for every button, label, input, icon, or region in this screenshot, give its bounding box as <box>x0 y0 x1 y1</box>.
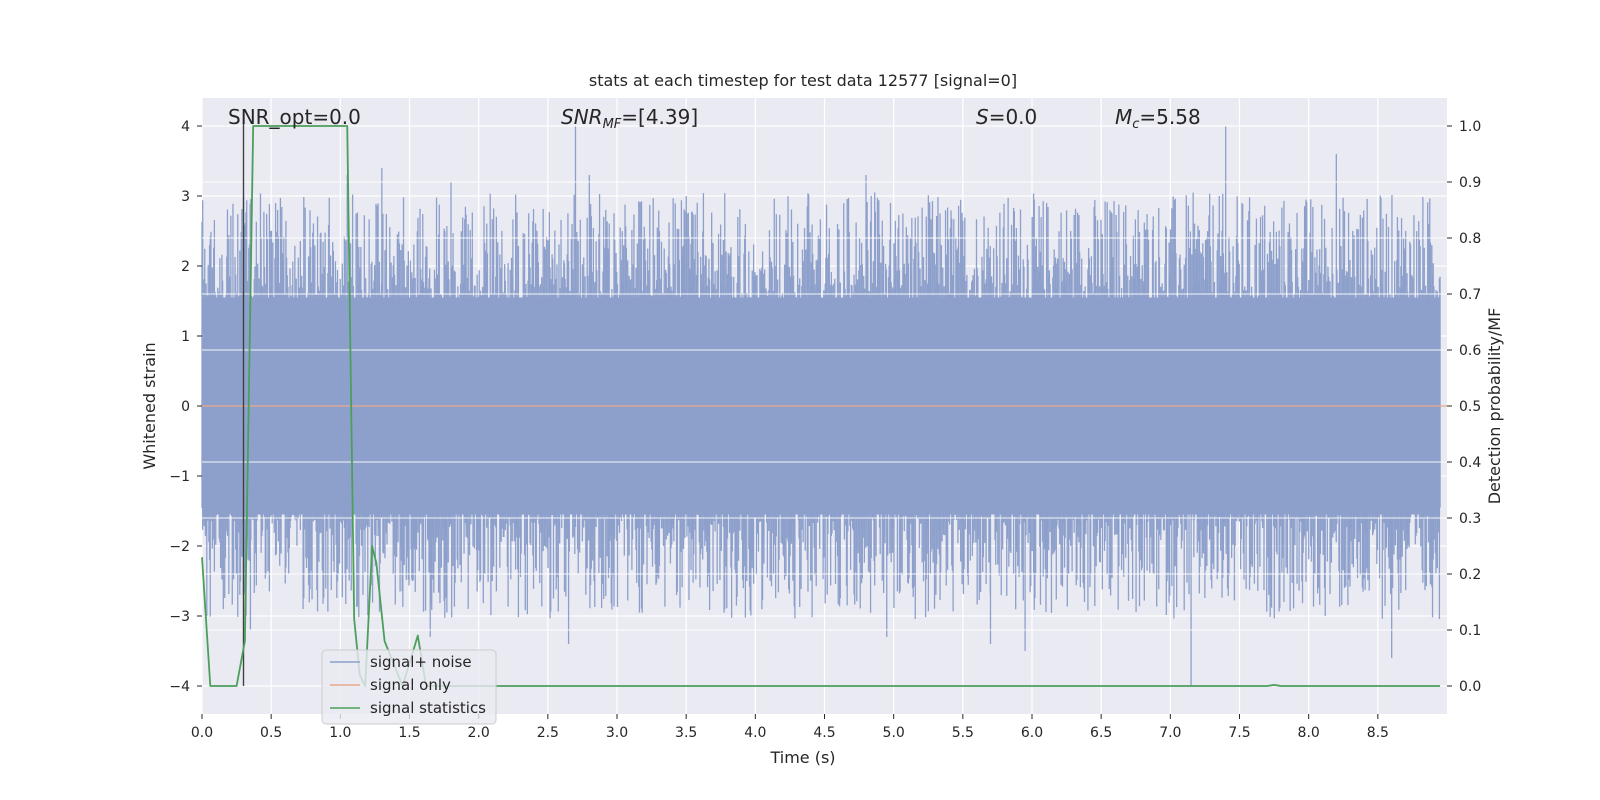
x-tick-label: 4.5 <box>813 725 835 741</box>
annotation-mc-main: M <box>1115 105 1132 129</box>
annotation-s: S=0.0 <box>976 105 1037 129</box>
y-tick-label: 1 <box>181 329 190 345</box>
y-tick-label: −2 <box>169 539 190 555</box>
annotation-mc: Mc=5.58 <box>1115 105 1201 132</box>
y-right-tick-label: 0.8 <box>1459 231 1481 247</box>
x-tick-label: 2.0 <box>468 725 490 741</box>
y-right-tick-label: 0.0 <box>1459 679 1481 695</box>
y-right-tick-label: 1.0 <box>1459 119 1481 135</box>
x-tick-label: 5.5 <box>952 725 974 741</box>
signal-statistics-series <box>201 125 1441 687</box>
x-axis-label: Time (s) <box>769 748 835 767</box>
x-tick-label: 3.0 <box>606 725 628 741</box>
annotation-snr-mf-sub: MF <box>603 117 622 132</box>
y-right-axis-ticks: 0.0 0.1 0.2 0.3 0.4 0.5 0.6 0.7 0.8 0.9 1.0 <box>1447 119 1481 695</box>
y-tick-label: −1 <box>169 469 190 485</box>
y-tick-label: 4 <box>181 119 190 135</box>
y-right-tick-label: 0.3 <box>1459 511 1481 527</box>
x-tick-label: 1.0 <box>329 725 351 741</box>
legend-label-signal-noise: signal+ noise <box>370 653 472 671</box>
x-tick-label: 6.0 <box>1021 725 1043 741</box>
x-tick-label: 5.0 <box>883 725 905 741</box>
x-tick-label: 7.5 <box>1228 725 1250 741</box>
x-tick-label: 0.0 <box>191 725 213 741</box>
annotation-snr-mf: SNRMF=[4.39] <box>561 105 698 132</box>
legend: signal+ noise signal only signal statist… <box>321 649 497 725</box>
x-tick-label: 8.5 <box>1367 725 1389 741</box>
x-tick-label: 8.0 <box>1298 725 1320 741</box>
annotation-mc-sub: c <box>1132 117 1139 132</box>
annotation-snr-opt: SNR_opt=0.0 <box>228 105 361 129</box>
y-axis-label: Whitened strain <box>140 342 159 469</box>
annotation-s-value: =0.0 <box>989 105 1038 129</box>
y-tick-label: 0 <box>181 399 190 415</box>
chart-title: stats at each timestep for test data 125… <box>589 71 1017 90</box>
legend-label-signal-only: signal only <box>370 676 451 694</box>
annotation-s-symbol: S <box>976 105 989 129</box>
y-right-tick-label: 0.5 <box>1459 399 1481 415</box>
y-right-tick-label: 0.2 <box>1459 567 1481 583</box>
y-right-tick-label: 0.4 <box>1459 455 1481 471</box>
signal-statistics-line <box>201 125 1441 687</box>
x-tick-label: 3.5 <box>675 725 697 741</box>
y-right-axis-label: Detection probability/MF <box>1485 308 1504 505</box>
annotation-mc-value: =5.58 <box>1139 105 1200 129</box>
y-tick-label: −4 <box>169 679 190 695</box>
y-tick-label: −3 <box>169 609 190 625</box>
x-tick-label: 2.5 <box>537 725 559 741</box>
x-tick-label: 0.5 <box>260 725 282 741</box>
y-right-tick-label: 0.1 <box>1459 623 1481 639</box>
y-right-tick-label: 0.6 <box>1459 343 1481 359</box>
x-tick-label: 1.5 <box>398 725 420 741</box>
annotation-snr-mf-value: =[4.39] <box>621 105 698 129</box>
x-axis-ticks: 0.0 0.5 1.0 1.5 2.0 2.5 3.0 3.5 4.0 4.5 5.0 5.5 6.0 6… <box>191 714 1389 741</box>
annotation-snr-mf-main: SNR <box>561 105 603 129</box>
legend-box <box>321 649 497 725</box>
y-tick-label: 2 <box>181 259 190 275</box>
y-axis-ticks: −4 −3 −2 −1 0 1 2 3 4 <box>169 119 202 695</box>
legend-label-signal-statistics: signal statistics <box>370 699 486 717</box>
y-right-tick-label: 0.9 <box>1459 175 1481 191</box>
x-tick-label: 6.5 <box>1090 725 1112 741</box>
y-right-tick-label: 0.7 <box>1459 287 1481 303</box>
x-tick-label: 7.0 <box>1159 725 1181 741</box>
x-tick-label: 4.0 <box>744 725 766 741</box>
y-tick-label: 3 <box>181 189 190 205</box>
